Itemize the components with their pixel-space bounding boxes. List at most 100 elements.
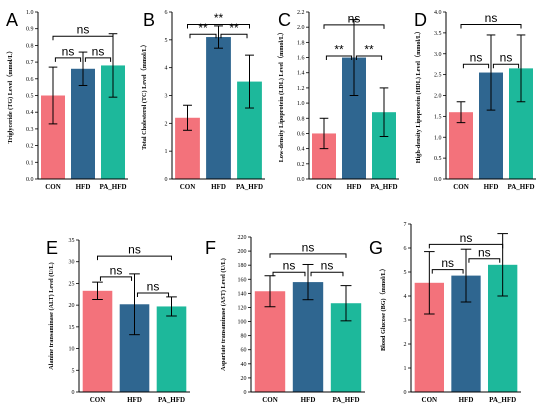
- error-bar-pa-hfd: [516, 34, 526, 103]
- x-tick-label: PA_HFD: [236, 183, 263, 191]
- y-tick-label: 1.0: [26, 10, 34, 16]
- bar-hfd: [292, 282, 324, 392]
- y-tick-label: 30: [69, 260, 75, 266]
- y-tick-label: 2.5: [434, 73, 442, 79]
- y-tick-label: 0.2: [297, 162, 305, 168]
- y-tick-label: 0.8: [26, 43, 34, 49]
- y-tick-label: 60: [241, 348, 247, 354]
- panel-letter: F: [205, 238, 216, 258]
- panel-letter: E: [46, 238, 58, 258]
- significance-bracket: ns: [272, 259, 306, 277]
- error-bar-hfd: [78, 51, 88, 86]
- y-tick-label: 220: [238, 235, 247, 241]
- y-tick-label: 5: [404, 270, 407, 276]
- y-tick-label: 120: [238, 305, 247, 311]
- significance-bracket: ns: [54, 44, 82, 62]
- y-tick-label: 1: [404, 366, 407, 372]
- y-tick-label: 10: [69, 347, 75, 353]
- error-bar-hfd: [460, 248, 472, 303]
- significance-bracket: **: [187, 11, 250, 29]
- y-tick-label: 1.6: [297, 56, 305, 62]
- significance-label: ns: [478, 245, 491, 259]
- x-tick-label: CON: [45, 183, 61, 191]
- error-bar-con: [456, 101, 466, 124]
- x-tick-label: PA_HFD: [507, 183, 534, 191]
- x-tick-label: HFD: [484, 183, 499, 191]
- y-axis-label: Alanine transaminase (ALT) Level (U/L): [48, 262, 55, 369]
- significance-bracket: **: [220, 21, 248, 39]
- y-tick-label: 7: [404, 222, 407, 228]
- y-tick-label: 1.0: [297, 101, 305, 107]
- significance-bracket: ns: [431, 256, 464, 274]
- y-tick-label: 15: [69, 325, 75, 331]
- significance-bracket: ns: [428, 231, 504, 249]
- significance-bracket: **: [189, 21, 217, 39]
- x-tick-label: CON: [180, 183, 196, 191]
- y-tick-label: 0: [404, 390, 407, 396]
- y-tick-label: 0.8: [297, 116, 305, 122]
- panel-letter: D: [414, 10, 427, 30]
- panel-letter: G: [369, 238, 383, 258]
- panel-b: B Total Cholesterol (TC) Level（mmol/L） CON…: [140, 10, 265, 191]
- y-tick-label: 100: [238, 320, 247, 326]
- error-bar-hfd: [302, 263, 314, 301]
- y-tick-label: 0.9: [26, 27, 34, 33]
- error-bar-con: [319, 117, 329, 150]
- error-bar-pa-hfd: [245, 54, 254, 109]
- y-tick-label: 3.0: [434, 52, 442, 58]
- y-tick-label: 0: [72, 390, 75, 396]
- y-tick-label: 4: [404, 294, 407, 300]
- significance-bracket: ns: [136, 279, 170, 297]
- error-bar-pa-hfd: [166, 296, 177, 317]
- significance-bracket: ns: [52, 23, 114, 41]
- error-bar-pa-hfd: [379, 87, 389, 137]
- significance-label: ns: [321, 259, 334, 273]
- y-tick-label: 1.4: [297, 71, 305, 77]
- significance-label: ns: [302, 240, 315, 254]
- x-tick-label: PA_HFD: [158, 396, 185, 404]
- significance-label: ns: [500, 51, 513, 65]
- panel-f: F Aspartate transaminase (AST) Level (U/L…: [205, 235, 365, 404]
- x-tick-label: HFD: [459, 396, 474, 404]
- significance-bracket: ns: [462, 51, 490, 69]
- y-tick-label: 40: [241, 362, 247, 368]
- x-tick-label: PA_HFD: [489, 396, 516, 404]
- y-tick-label: 200: [238, 249, 247, 255]
- y-tick-label: 0.1: [26, 160, 34, 166]
- bar-con: [82, 290, 113, 392]
- error-bar-con: [424, 251, 435, 315]
- significance-bracket: ns: [492, 51, 520, 69]
- panel-letter: A: [6, 10, 18, 30]
- y-axis-label: Low-density Lipoprotein (LDL) Level（mmol…: [277, 29, 285, 162]
- x-tick-label: CON: [422, 396, 438, 404]
- significance-label: ns: [92, 44, 105, 58]
- significance-bracket: **: [355, 43, 383, 61]
- y-axis-label: Total Cholesterol (TC) Level（mmol/L）: [140, 41, 148, 150]
- y-tick-label: 6: [404, 246, 407, 252]
- x-tick-label: CON: [262, 396, 278, 404]
- x-tick-label: CON: [90, 396, 106, 404]
- significance-bracket: ns: [84, 44, 112, 62]
- y-axis-label: High-density Lipoprotein (HDL) Level（mmo…: [414, 28, 422, 164]
- y-tick-label: 0.7: [26, 60, 34, 66]
- significance-label: ns: [62, 44, 75, 58]
- y-tick-label: 2.2: [297, 10, 305, 16]
- significance-label: ns: [348, 11, 361, 25]
- y-tick-label: 4: [165, 66, 168, 72]
- significance-label: ns: [441, 256, 454, 270]
- y-tick-label: 0.6: [297, 131, 305, 137]
- significance-label: ns: [485, 11, 498, 25]
- y-tick-label: 2: [165, 121, 168, 127]
- y-tick-label: 1: [165, 149, 168, 155]
- y-tick-label: 0.4: [26, 110, 34, 116]
- significance-bracket: ns: [468, 245, 501, 263]
- y-axis-label: Aspartate transaminase (AST) Level (U/L): [220, 258, 227, 371]
- y-tick-label: 140: [238, 291, 247, 297]
- y-tick-label: 6: [165, 10, 168, 16]
- significance-label: ns: [128, 243, 141, 257]
- y-tick-label: 3: [404, 318, 407, 324]
- y-tick-label: 35: [69, 238, 75, 244]
- panel-g: G Blood Glucose (BG)（mmol/L） CON HFD PA_HFD 0…: [369, 222, 521, 404]
